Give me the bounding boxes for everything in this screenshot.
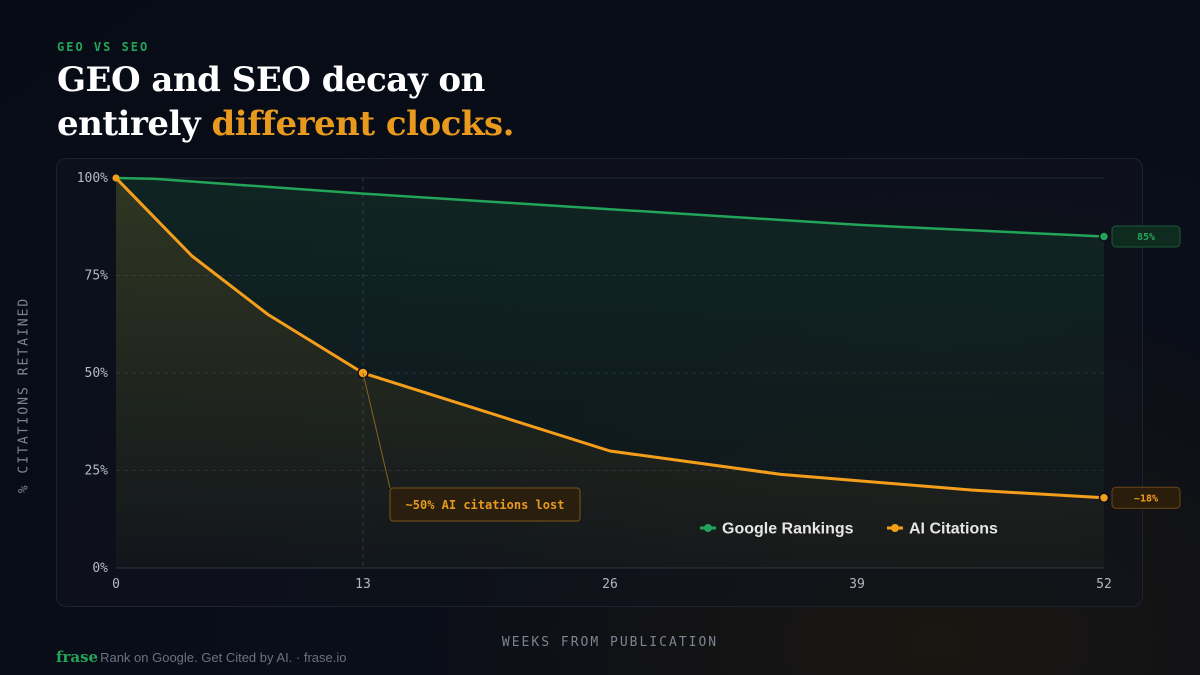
x-tick-label: 0 bbox=[112, 577, 120, 592]
headline: GEO and SEO decay on entirely different c… bbox=[57, 58, 514, 146]
ai-citations-line bbox=[114, 176, 1106, 500]
ai-citations-legend-dot bbox=[891, 524, 899, 532]
y-axis-title: % CITATIONS RETAINED bbox=[16, 296, 32, 494]
x-tick-label: 26 bbox=[602, 577, 618, 592]
series-lines bbox=[112, 174, 1110, 504]
annotation-text: ~50% AI citations lost bbox=[406, 498, 565, 512]
annotation: ~50% AI citations lost bbox=[357, 367, 581, 522]
ai-citations-area bbox=[116, 178, 1104, 568]
y-tick-label: 0% bbox=[92, 561, 108, 576]
headline-accent: different clocks. bbox=[211, 104, 515, 144]
legend: Google Rankings AI Citations bbox=[700, 521, 998, 538]
y-tick-label: 25% bbox=[85, 464, 109, 479]
headline-line-2: entirely bbox=[57, 104, 212, 144]
series-areas bbox=[116, 178, 1104, 568]
google-rankings-end-badge bbox=[1111, 225, 1181, 248]
x-axis-title: WEEKS FROM PUBLICATION bbox=[501, 635, 719, 650]
x-tick-label: 39 bbox=[849, 577, 865, 592]
axis-ticks: 0% 25% 50% 75% 100% 0 13 26 39 52 bbox=[77, 171, 1112, 592]
y-tick-label: 50% bbox=[85, 366, 109, 381]
ai-citations-end-badge bbox=[1111, 486, 1181, 509]
footer: frase Rank on Google. Get Cited by AI. · … bbox=[56, 648, 346, 666]
headline-line-1: GEO and SEO decay on bbox=[57, 60, 485, 100]
annotation-box bbox=[389, 487, 581, 522]
annotation-leader bbox=[362, 372, 391, 489]
x-tick-label: 52 bbox=[1096, 577, 1112, 592]
google-rankings-legend-label: Google Rankings bbox=[722, 521, 854, 538]
brand-logo: frase bbox=[56, 648, 99, 666]
google-rankings-end-label: 85% bbox=[1137, 232, 1155, 243]
y-tick-label: 75% bbox=[85, 269, 109, 284]
google-rankings-line bbox=[114, 176, 1106, 238]
ai-citations-start-point bbox=[112, 174, 120, 182]
google-rankings-legend-dot bbox=[704, 524, 712, 532]
y-tick-label: 100% bbox=[77, 171, 108, 186]
ai-citations-legend-label: AI Citations bbox=[909, 521, 998, 538]
footer-tagline: Rank on Google. Get Cited by AI. · frase… bbox=[100, 650, 347, 665]
x-tick-label: 13 bbox=[355, 577, 371, 592]
ai-citations-end-point bbox=[1098, 492, 1110, 504]
google-rankings-end-point bbox=[1098, 231, 1110, 242]
eyebrow-label: GEO VS SEO bbox=[57, 40, 150, 54]
ai-citations-end-label: ~18% bbox=[1134, 493, 1158, 504]
end-labels: 85% ~18% bbox=[1111, 225, 1181, 509]
